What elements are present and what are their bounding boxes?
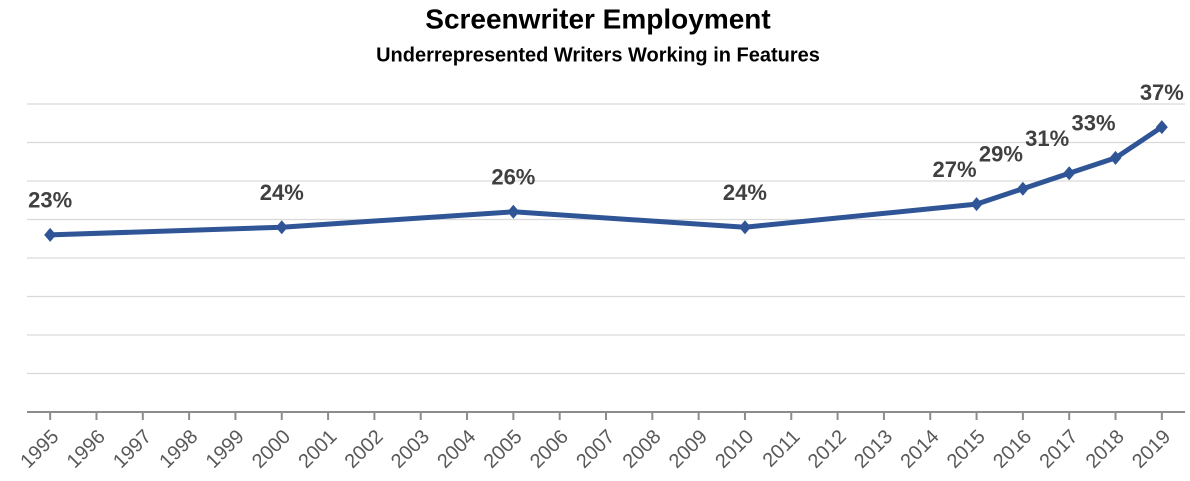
data-label: 24%: [260, 180, 304, 205]
x-tick-label: 2015: [943, 426, 990, 473]
marker: [738, 220, 751, 235]
x-tick-label: 2013: [850, 426, 897, 473]
marker: [507, 204, 520, 219]
x-tick-label: 2007: [572, 426, 619, 473]
data-label: 23%: [28, 188, 72, 213]
data-label: 31%: [1025, 126, 1069, 151]
x-tick-label: 2014: [896, 426, 943, 473]
x-tick-label: 2017: [1035, 426, 1082, 473]
x-tick-label: 2008: [619, 426, 666, 473]
x-tick-label: 2016: [989, 426, 1036, 473]
x-tick-label: 1995: [16, 426, 63, 473]
data-label: 27%: [933, 157, 977, 182]
data-label: 33%: [1071, 111, 1115, 136]
marker: [1109, 150, 1122, 165]
marker: [1016, 181, 1029, 196]
data-label: 29%: [979, 142, 1023, 167]
x-tick-label: 2018: [1082, 426, 1129, 473]
chart-subtitle: Underrepresented Writers Working in Feat…: [376, 44, 820, 66]
x-tick-label: 2001: [294, 426, 341, 473]
data-label: 26%: [491, 165, 535, 190]
x-tick-label: 2010: [711, 426, 758, 473]
data-label: 24%: [723, 180, 767, 205]
x-tick-label: 2011: [759, 426, 805, 472]
x-tick-label: 2005: [480, 426, 527, 473]
data-label: 37%: [1140, 80, 1184, 105]
x-tick-label: 2012: [804, 426, 851, 473]
x-tick-label: 2019: [1128, 426, 1175, 473]
x-tick-label: 2003: [387, 426, 434, 473]
x-tick-label: 2002: [341, 426, 388, 473]
marker: [1155, 120, 1168, 135]
x-tick-label: 2009: [665, 426, 712, 473]
marker: [1063, 166, 1076, 181]
x-tick-label: 2000: [248, 426, 295, 473]
x-tick-label: 1996: [63, 426, 110, 473]
chart-title: Screenwriter Employment: [425, 3, 770, 34]
x-tick-label: 1998: [155, 426, 202, 473]
x-tick-label: 1997: [109, 426, 156, 473]
x-tick-label: 2004: [433, 426, 480, 473]
marker: [275, 220, 288, 235]
marker: [970, 197, 983, 212]
marker: [44, 227, 57, 242]
x-tick-label: 1999: [202, 426, 249, 473]
x-tick-label: 2006: [526, 426, 573, 473]
